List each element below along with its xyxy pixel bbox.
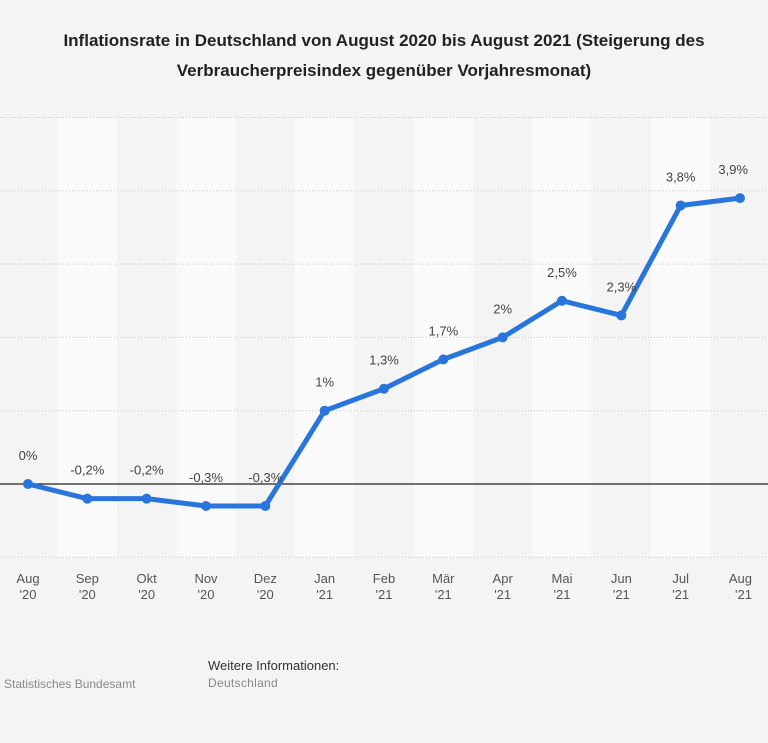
x-tick-year: '21 [672, 587, 689, 602]
data-point [557, 295, 567, 306]
x-tick-year: '21 [376, 587, 393, 602]
data-point [438, 354, 449, 365]
x-tick-label: Nov [194, 571, 218, 586]
data-label: -0,2% [130, 463, 164, 478]
data-point [497, 332, 508, 343]
data-label: 3,9% [718, 162, 748, 177]
data-point [735, 193, 745, 204]
x-tick-year: '20 [138, 587, 155, 602]
x-tick-label: Feb [373, 571, 395, 586]
data-point [201, 500, 211, 511]
data-point [379, 383, 389, 394]
line-chart: 0% -0,2% -0,2% -0,3% -0,3% 1% 1,3% 1,7% 2% 2,5% 2,… [0, 117, 768, 602]
source-text: Statistisches Bundesamt [4, 677, 136, 691]
data-label: 2,3% [607, 279, 637, 294]
data-point [141, 493, 152, 504]
data-label: 1,7% [429, 323, 459, 338]
x-tick-label: Aug [16, 571, 39, 586]
x-tick-label: Jul [672, 571, 689, 586]
data-label: 3,8% [666, 169, 696, 184]
data-label: 2,5% [547, 265, 577, 280]
x-tick-year: '20 [257, 587, 274, 602]
data-label: 1% [315, 375, 334, 390]
data-point [616, 310, 627, 321]
data-point [260, 500, 271, 511]
x-tick-label: Mär [432, 571, 455, 586]
data-label: -0,3% [248, 470, 282, 485]
x-tick-year: '21 [435, 587, 452, 602]
x-tick-year: '20 [20, 587, 37, 602]
title-line-2: Verbraucherpreisindex gegenüber Vorjahre… [176, 61, 592, 80]
column-band [176, 117, 236, 558]
x-tick-label: Mai [552, 571, 573, 586]
title-line-1: Inflationsrate in Deutschland von August… [63, 31, 705, 50]
data-point [23, 479, 33, 489]
x-tick-year: '20 [198, 587, 215, 602]
x-tick-year: '21 [316, 587, 333, 602]
data-label: -0,3% [189, 470, 223, 485]
data-label: 1,3% [369, 353, 399, 368]
data-point [675, 200, 686, 211]
data-label: 0% [19, 448, 38, 463]
data-label: 2% [493, 301, 512, 316]
x-tick-year: '21 [613, 587, 630, 602]
x-tick-label: Dez [254, 571, 277, 586]
x-tick-year: '21 [494, 587, 511, 602]
data-point [319, 405, 330, 416]
info-value[interactable]: Deutschland [208, 676, 279, 690]
x-tick-label: Jun [611, 571, 632, 586]
x-tick-label: Okt [137, 571, 158, 586]
x-tick-year: '21 [554, 587, 571, 602]
chart-title: Inflationsrate in Deutschland von August… [0, 26, 768, 86]
x-tick-label: Sep [76, 571, 99, 586]
x-tick-label: Aug [729, 571, 752, 586]
x-tick-year: '21 [735, 587, 752, 602]
x-tick-year: '20 [79, 587, 96, 602]
info-heading: Weitere Informationen: [208, 658, 340, 673]
x-tick-label: Jan [314, 571, 335, 586]
x-tick-label: Apr [493, 571, 514, 586]
data-point [82, 493, 93, 504]
data-label: -0,2% [70, 463, 104, 478]
